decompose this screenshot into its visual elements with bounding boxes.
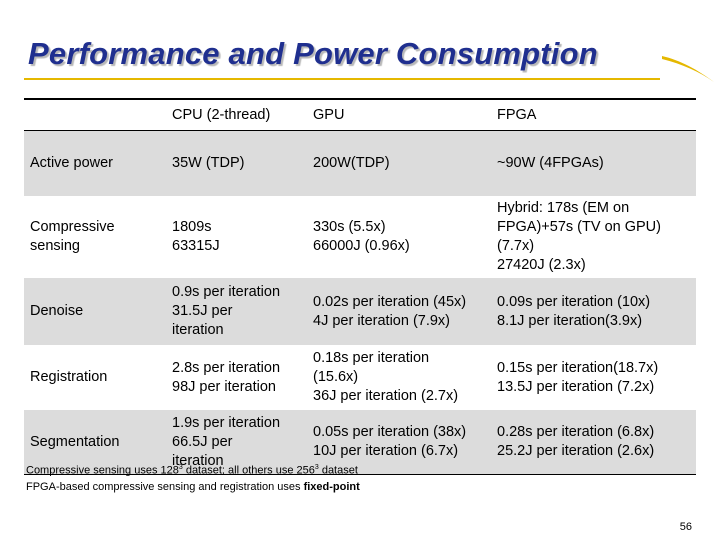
table-header-rule [24, 130, 696, 131]
fpga-cell: ~90W (4FPGAs) [497, 155, 604, 171]
table-row: Active power 35W (TDP) 200W(TDP) ~90W (4… [24, 131, 696, 196]
footnote-superscript: 3 [178, 464, 183, 471]
table-bottom-rule [24, 474, 696, 475]
table-row: Registration 2.8s per iteration 98J per … [24, 345, 696, 410]
header-cell [30, 100, 164, 130]
row-label: Segmentation [30, 433, 120, 450]
slide-title: Performance and Power Consumption [28, 36, 598, 71]
fpga-cell: 0.15s per iteration(18.7x) 13.5J per ite… [497, 359, 659, 395]
header-cell-cpu: CPU (2-thread) [172, 106, 271, 123]
footnotes: Compressive sensing uses 1283 dataset; a… [26, 460, 360, 495]
table-top-rule [24, 98, 696, 100]
footnote-superscript: 3 [314, 464, 319, 471]
footnote-text: dataset [318, 464, 358, 477]
table-row: Denoise 0.9s per iteration 31.5J per ite… [24, 278, 696, 345]
fpga-cell: Hybrid: 178s (EM on FPGA)+57s (TV on GPU… [497, 200, 661, 273]
row-label: Active power [30, 155, 114, 171]
table-header-row: CPU (2-thread) GPU FPGA [24, 100, 696, 130]
footnote-text: Compressive sensing uses 128 [26, 464, 179, 477]
header-cell-fpga: FPGA [497, 106, 537, 123]
gpu-cell: 0.02s per iteration (45x) 4J per iterati… [313, 293, 467, 329]
footnote-text: FPGA-based compressive sensing and regis… [26, 480, 304, 493]
row-label: Denoise [30, 303, 84, 319]
footnote-bold-text: fixed-point [303, 480, 360, 493]
footnote-dataset: Compressive sensing uses 1283 dataset; a… [26, 460, 360, 479]
gpu-cell: 200W(TDP) [313, 155, 390, 171]
row-label: Registration [30, 369, 108, 385]
fpga-cell: 0.09s per iteration (10x) 8.1J per itera… [497, 293, 651, 329]
table-row: Compressive sensing 1809s 63315J 330s (5… [24, 196, 696, 278]
table-row: Segmentation 1.9s per iteration 66.5J pe… [24, 410, 696, 474]
footnote-fixed-point: FPGA-based compressive sensing and regis… [26, 479, 360, 495]
header-cell-gpu: GPU [313, 106, 345, 123]
gpu-cell: 330s (5.5x) 66000J (0.96x) [313, 219, 410, 254]
swoosh-decoration [662, 56, 714, 82]
cpu-cell: 35W (TDP) [172, 155, 245, 171]
footnote-text: dataset; all others use 256 [182, 464, 315, 477]
cpu-cell: 0.9s per iteration 31.5J per iteration [172, 284, 281, 338]
gpu-cell: 0.18s per iteration (15.6x) 36J per iter… [313, 350, 459, 404]
title-underline [24, 78, 660, 80]
gpu-cell: 0.05s per iteration (38x) 10J per iterat… [313, 424, 467, 459]
cpu-cell: 1.9s per iteration 66.5J per iteration [172, 414, 281, 469]
fpga-cell: 0.28s per iteration (6.8x) 25.2J per ite… [497, 424, 655, 459]
cpu-cell: 1809s 63315J [172, 219, 220, 254]
page-number: 56 [679, 521, 692, 533]
row-label: Compressive sensing [30, 219, 115, 254]
cpu-cell: 2.8s per iteration 98J per iteration [172, 359, 281, 395]
